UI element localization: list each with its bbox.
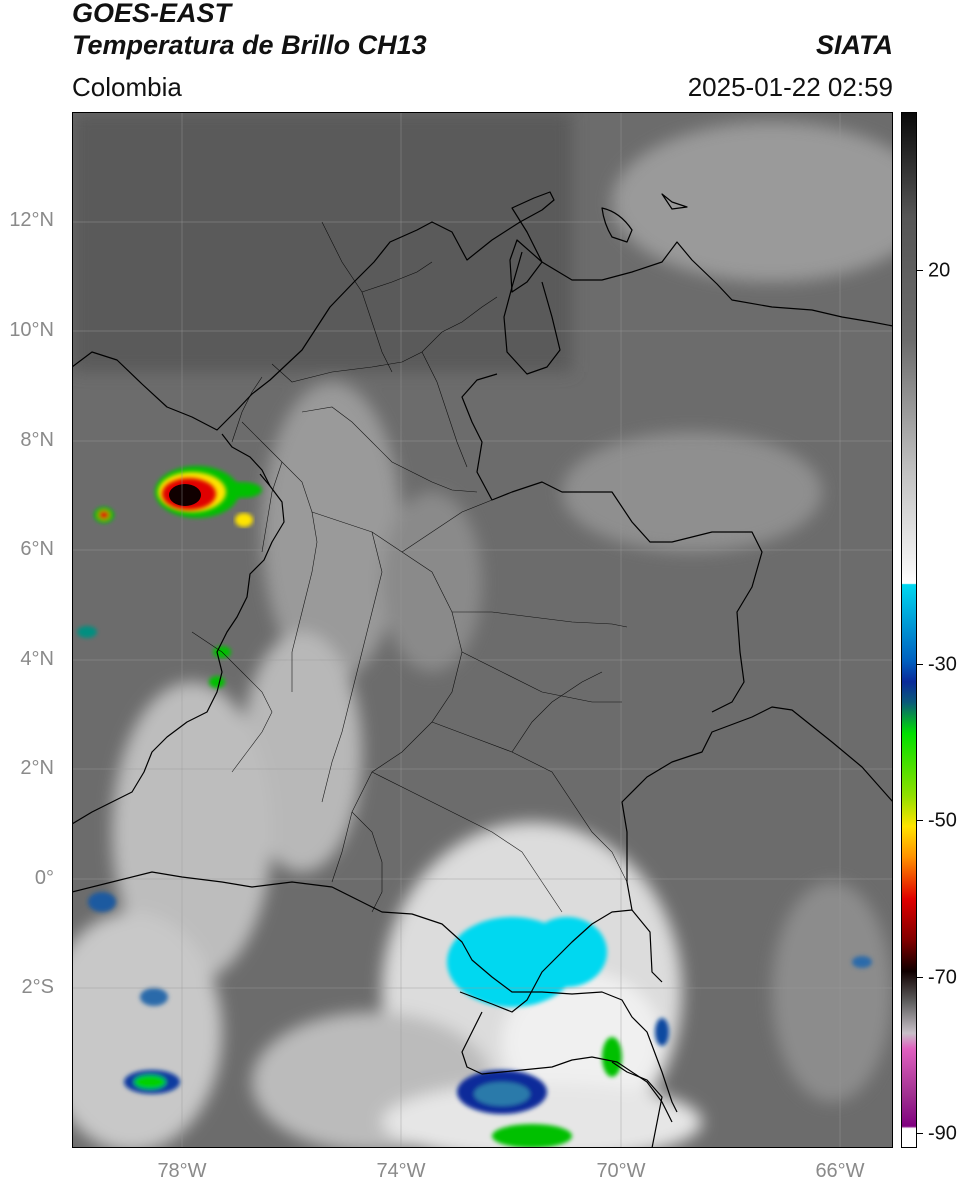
- pacific-coastline: [72, 473, 285, 825]
- lat-lon-grid: [72, 112, 893, 1148]
- title-product: Temperatura de Brillo CH13: [72, 30, 427, 60]
- storm-cell-uraba: [155, 466, 262, 527]
- lat-label-2s: 2°S: [21, 976, 54, 998]
- region-label: Colombia: [72, 72, 182, 102]
- timestamp-label: 2025-01-22 02:59: [687, 72, 893, 102]
- leticia-border: [611, 1061, 663, 1148]
- colorbar-tick: [917, 1133, 923, 1134]
- colorbar-label-minus70: -70: [928, 966, 957, 989]
- colorbar-tick: [917, 664, 923, 665]
- title-satellite: GOES-EAST: [72, 0, 232, 28]
- cloud-texture: [72, 112, 893, 1148]
- organization-label: SIATA: [816, 30, 893, 60]
- amazon-trapezium: [461, 1011, 673, 1123]
- colorbar-label-minus50: -50: [928, 809, 957, 832]
- venezuela-border-east: [491, 481, 763, 713]
- lat-label-2n: 2°N: [20, 757, 54, 779]
- lake-maracaibo: [503, 251, 561, 375]
- coastlines-and-borders: [72, 191, 893, 1148]
- panama-border: [221, 433, 271, 487]
- lat-label-8n: 8°N: [20, 429, 54, 451]
- colorbar-tick: [917, 270, 923, 271]
- lon-label-70w: 70°W: [596, 1160, 646, 1182]
- venezuela-border-north: [461, 373, 498, 501]
- lon-label-66w: 66°W: [815, 1160, 865, 1182]
- lat-label-12n: 12°N: [9, 209, 54, 231]
- aruba-curacao: [661, 193, 688, 210]
- colorbar-label-20: 20: [928, 259, 951, 282]
- department-borders: [191, 221, 628, 913]
- lon-label-74w: 74°W: [376, 1160, 426, 1182]
- cold-cloud-tops: [77, 507, 872, 1148]
- guajira-peninsula: [601, 207, 633, 243]
- lat-label-6n: 6°N: [20, 538, 54, 560]
- colorbar-label-minus30: -30: [928, 653, 957, 676]
- lat-label-0: 0°: [34, 867, 54, 889]
- map-canvas: [72, 112, 893, 1148]
- temperature-colorbar: [901, 112, 917, 1148]
- lon-label-78w: 78°W: [157, 1160, 207, 1182]
- lat-label-10n: 10°N: [9, 319, 54, 341]
- colorbar-tick: [917, 977, 923, 978]
- satellite-map[interactable]: [72, 112, 893, 1148]
- colorbar-tick: [917, 820, 923, 821]
- ecuador-peru-border: [72, 871, 678, 1113]
- brazil-border: [621, 706, 893, 911]
- colorbar-label-minus90: -90: [928, 1122, 957, 1145]
- peru-border-south: [459, 909, 663, 1013]
- lat-label-4n: 4°N: [20, 648, 54, 670]
- caribbean-coastline: [72, 191, 893, 431]
